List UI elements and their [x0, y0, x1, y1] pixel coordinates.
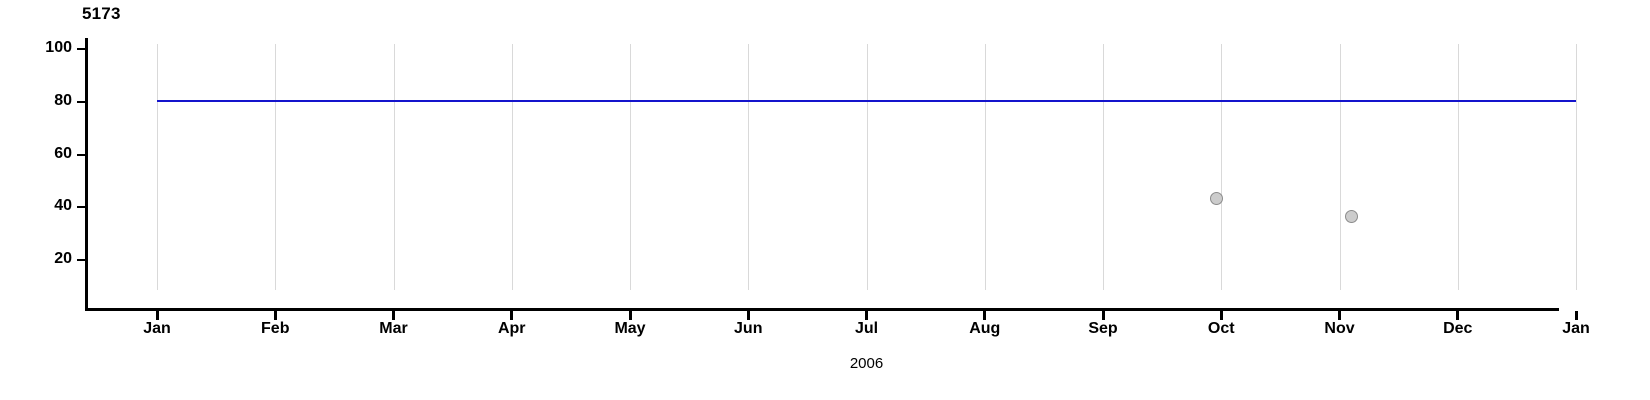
- x-tick-oct-9: [1219, 311, 1223, 320]
- gridline-sep-8: [1103, 44, 1104, 290]
- x-tick-label-jan-0: Jan: [143, 320, 171, 337]
- x-tick-nov-10: [1338, 311, 1341, 320]
- gridline-mar-2: [393, 44, 395, 290]
- gridline-jan-0: [157, 44, 158, 290]
- gridline-aug-7: [984, 44, 986, 290]
- x-tick-feb-1: [273, 311, 277, 320]
- gridline-dec-11: [1457, 44, 1459, 290]
- x-tick-aug-7: [983, 311, 987, 320]
- x-tick-label-may-4: May: [614, 320, 646, 337]
- gridline-jan-12: [1576, 44, 1577, 290]
- y-tick-label-20: 20: [54, 250, 72, 267]
- data-point[interactable]: [1210, 191, 1224, 205]
- x-tick-may-4: [628, 311, 632, 320]
- y-tick-label-100: 100: [45, 39, 72, 56]
- gridline-feb-1: [275, 44, 277, 290]
- x-tick-apr-3: [510, 311, 514, 320]
- gridline-nov-10: [1339, 44, 1341, 290]
- x-axis-line: [85, 308, 1559, 311]
- y-tick-80: [77, 100, 85, 103]
- x-axis-label: 2006: [849, 355, 884, 372]
- gridline-jul-6: [866, 44, 868, 290]
- y-tick-40: [77, 206, 85, 209]
- x-tick-jan-0: [155, 311, 159, 320]
- y-axis-line: [85, 38, 88, 310]
- x-tick-dec-11: [1456, 311, 1460, 320]
- y-tick-60: [77, 153, 85, 156]
- x-tick-label-jul-6: Jul: [854, 320, 879, 337]
- plot-area: [85, 30, 1581, 310]
- x-tick-label-jun-5: Jun: [734, 320, 763, 337]
- x-tick-label-feb-1: Feb: [261, 320, 290, 337]
- x-tick-label-jan-12: Jan: [1562, 320, 1590, 337]
- x-tick-label-apr-3: Apr: [497, 320, 526, 337]
- x-tick-mar-2: [392, 311, 395, 320]
- y-tick-label-60: 60: [54, 144, 72, 162]
- x-tick-jun-5: [746, 311, 750, 320]
- x-tick-label-oct-9: Oct: [1207, 320, 1235, 337]
- x-tick-label-mar-2: Mar: [379, 320, 408, 337]
- x-tick-jul-6: [865, 311, 868, 320]
- data-point[interactable]: [1344, 210, 1358, 224]
- x-tick-sep-8: [1101, 311, 1105, 320]
- x-tick-label-nov-10: Nov: [1324, 320, 1355, 337]
- gridline-may-4: [630, 44, 631, 290]
- x-tick-label-dec-11: Dec: [1443, 320, 1473, 337]
- gridline-oct-9: [1221, 44, 1223, 290]
- y-tick-label-40: 40: [54, 197, 72, 215]
- x-tick-label-aug-7: Aug: [969, 320, 1001, 337]
- threshold-line: [157, 99, 1576, 102]
- gridline-jun-5: [748, 44, 750, 290]
- y-tick-20: [77, 259, 85, 261]
- y-tick-100: [77, 48, 85, 50]
- y-tick-label-80: 80: [54, 91, 72, 109]
- chart-title: 5173: [82, 4, 121, 23]
- x-tick-label-sep-8: Sep: [1088, 320, 1118, 337]
- x-tick-jan-12: [1574, 311, 1578, 320]
- gridline-apr-3: [511, 44, 513, 290]
